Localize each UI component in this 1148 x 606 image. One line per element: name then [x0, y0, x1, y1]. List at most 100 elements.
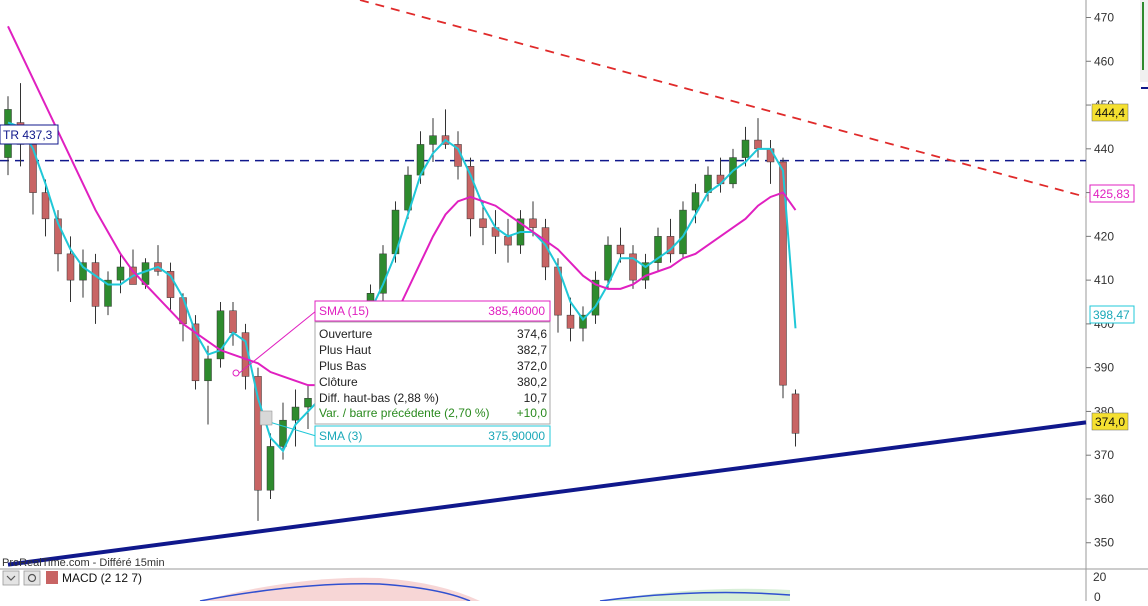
tooltip-sma15-label: SMA (15)	[319, 304, 369, 318]
candle-down	[779, 161, 787, 386]
macd-label: MACD (2 12 7)	[62, 571, 142, 585]
chevron-down-icon	[6, 575, 16, 581]
candle-down	[54, 218, 62, 255]
candle-up	[691, 192, 700, 211]
tooltip-row-label: Ouverture	[319, 327, 373, 341]
badge-444: 444,4	[1091, 103, 1129, 122]
candle-up	[579, 314, 587, 329]
tooltip-cursor-icon	[259, 410, 273, 426]
tr-line-label: TR 437,3	[0, 124, 59, 145]
panel-collapse-button[interactable]	[2, 570, 20, 586]
candle-down	[629, 253, 637, 281]
candle-up	[279, 419, 287, 447]
y-tick-label: 470	[1094, 11, 1114, 25]
tooltip-sma3-label: SMA (3)	[319, 429, 362, 443]
candle-up	[591, 279, 600, 316]
badge-last: 374,0	[1091, 412, 1129, 431]
y-tick-label: 420	[1094, 229, 1114, 243]
y-tick-label: 460	[1094, 54, 1114, 68]
candle-up	[404, 174, 412, 211]
macd-panel-controls[interactable]: MACD (2 12 7)	[2, 570, 142, 586]
tooltip-row-value: 10,7	[524, 391, 548, 405]
candle-down	[504, 236, 512, 246]
y-tick-label: 440	[1094, 142, 1114, 156]
tooltip-var-label: Var. / barre précédente (2,70 %)	[319, 406, 490, 420]
candle-up	[216, 310, 225, 360]
tooltip-rows: Ouverture 374,6 Plus Haut 382,7 Plus Bas 372,…	[319, 327, 547, 405]
tooltip-sma3-leader	[265, 420, 317, 437]
candle-up	[741, 139, 750, 158]
candles	[4, 83, 800, 521]
candle-down	[254, 376, 262, 491]
candle-down	[529, 218, 537, 228]
overlay-lines	[0, 0, 1087, 567]
candle-up	[291, 406, 300, 421]
source-text: ProRealTime.com - Différé 15min	[2, 557, 165, 569]
candle-up	[429, 135, 437, 145]
tr-line-label-text: TR 437,3	[3, 128, 53, 142]
candle-down	[754, 139, 762, 150]
candle-down	[541, 227, 550, 268]
candle-up	[79, 262, 87, 281]
tooltip-row-value: 372,0	[517, 359, 547, 373]
tooltip-row-label: Diff. haut-bas (2,88 %)	[319, 391, 439, 405]
tooltip-anchor	[232, 369, 240, 377]
macd-axis-zero: 0	[1094, 590, 1101, 601]
candle-down	[791, 393, 800, 434]
tooltip-row-label: Clôture	[319, 375, 358, 389]
tooltip-sma15-leader	[237, 310, 317, 375]
panel-settings-button[interactable]	[23, 570, 41, 586]
candle-down	[479, 218, 487, 228]
tooltip-ohlc-box	[314, 321, 551, 425]
candle-down	[566, 314, 575, 329]
tooltip-row-label: Plus Bas	[319, 359, 366, 373]
candle-up	[604, 244, 612, 281]
upper-axis-20: 20	[1093, 570, 1107, 584]
badge-last-text: 374,0	[1095, 415, 1125, 429]
macd-histogram-preview	[199, 577, 791, 602]
candle-up	[266, 446, 275, 491]
badge-sma15-text: 425,83	[1093, 187, 1130, 201]
candle-up	[104, 279, 112, 307]
badge-sma3: 398,47	[1089, 305, 1135, 324]
candle-down	[616, 244, 625, 255]
y-tick-label: 350	[1094, 536, 1114, 550]
candle-down	[41, 192, 50, 220]
macd-color-swatch	[46, 571, 58, 584]
support-trendline	[7, 420, 1087, 567]
candle-down	[466, 166, 475, 220]
y-tick-label: 390	[1094, 361, 1114, 375]
gear-icon	[27, 573, 37, 583]
candle-up	[204, 358, 212, 382]
tooltip-row-value: 382,7	[517, 343, 547, 357]
candle-up	[654, 236, 662, 263]
tooltip-sma3-value: 375,90000	[488, 429, 545, 443]
tooltip-sma15-value: 385,46000	[488, 304, 545, 318]
resistance-trendline	[359, 0, 1087, 198]
sma3-line	[7, 121, 797, 453]
candle-down	[191, 323, 200, 382]
candle-up	[116, 266, 125, 281]
y-tick-label: 410	[1094, 273, 1114, 287]
candle-down	[229, 310, 237, 333]
tooltip-row-value: 380,2	[517, 375, 547, 389]
tooltip-row-value: 374,6	[517, 327, 547, 341]
candle-up	[641, 262, 650, 281]
badge-sma3-text: 398,47	[1093, 308, 1130, 322]
candle-down	[166, 271, 175, 298]
candle-up	[304, 398, 312, 408]
tooltip-sma3-box	[314, 425, 551, 447]
badge-444-text: 444,4	[1095, 106, 1125, 120]
candle-down	[66, 253, 75, 281]
tooltip: SMA (15) 385,46000 Ouverture 374,6 Plus Ha…	[232, 300, 551, 447]
y-tick-label: 370	[1094, 448, 1114, 462]
candle-down	[91, 262, 100, 307]
badge-sma15: 425,83	[1089, 184, 1135, 203]
tooltip-row-label: Plus Haut	[319, 343, 372, 357]
tooltip-var-value: +10,0	[517, 406, 548, 420]
y-tick-label: 360	[1094, 492, 1114, 506]
tooltip-sma15-box	[314, 300, 551, 322]
